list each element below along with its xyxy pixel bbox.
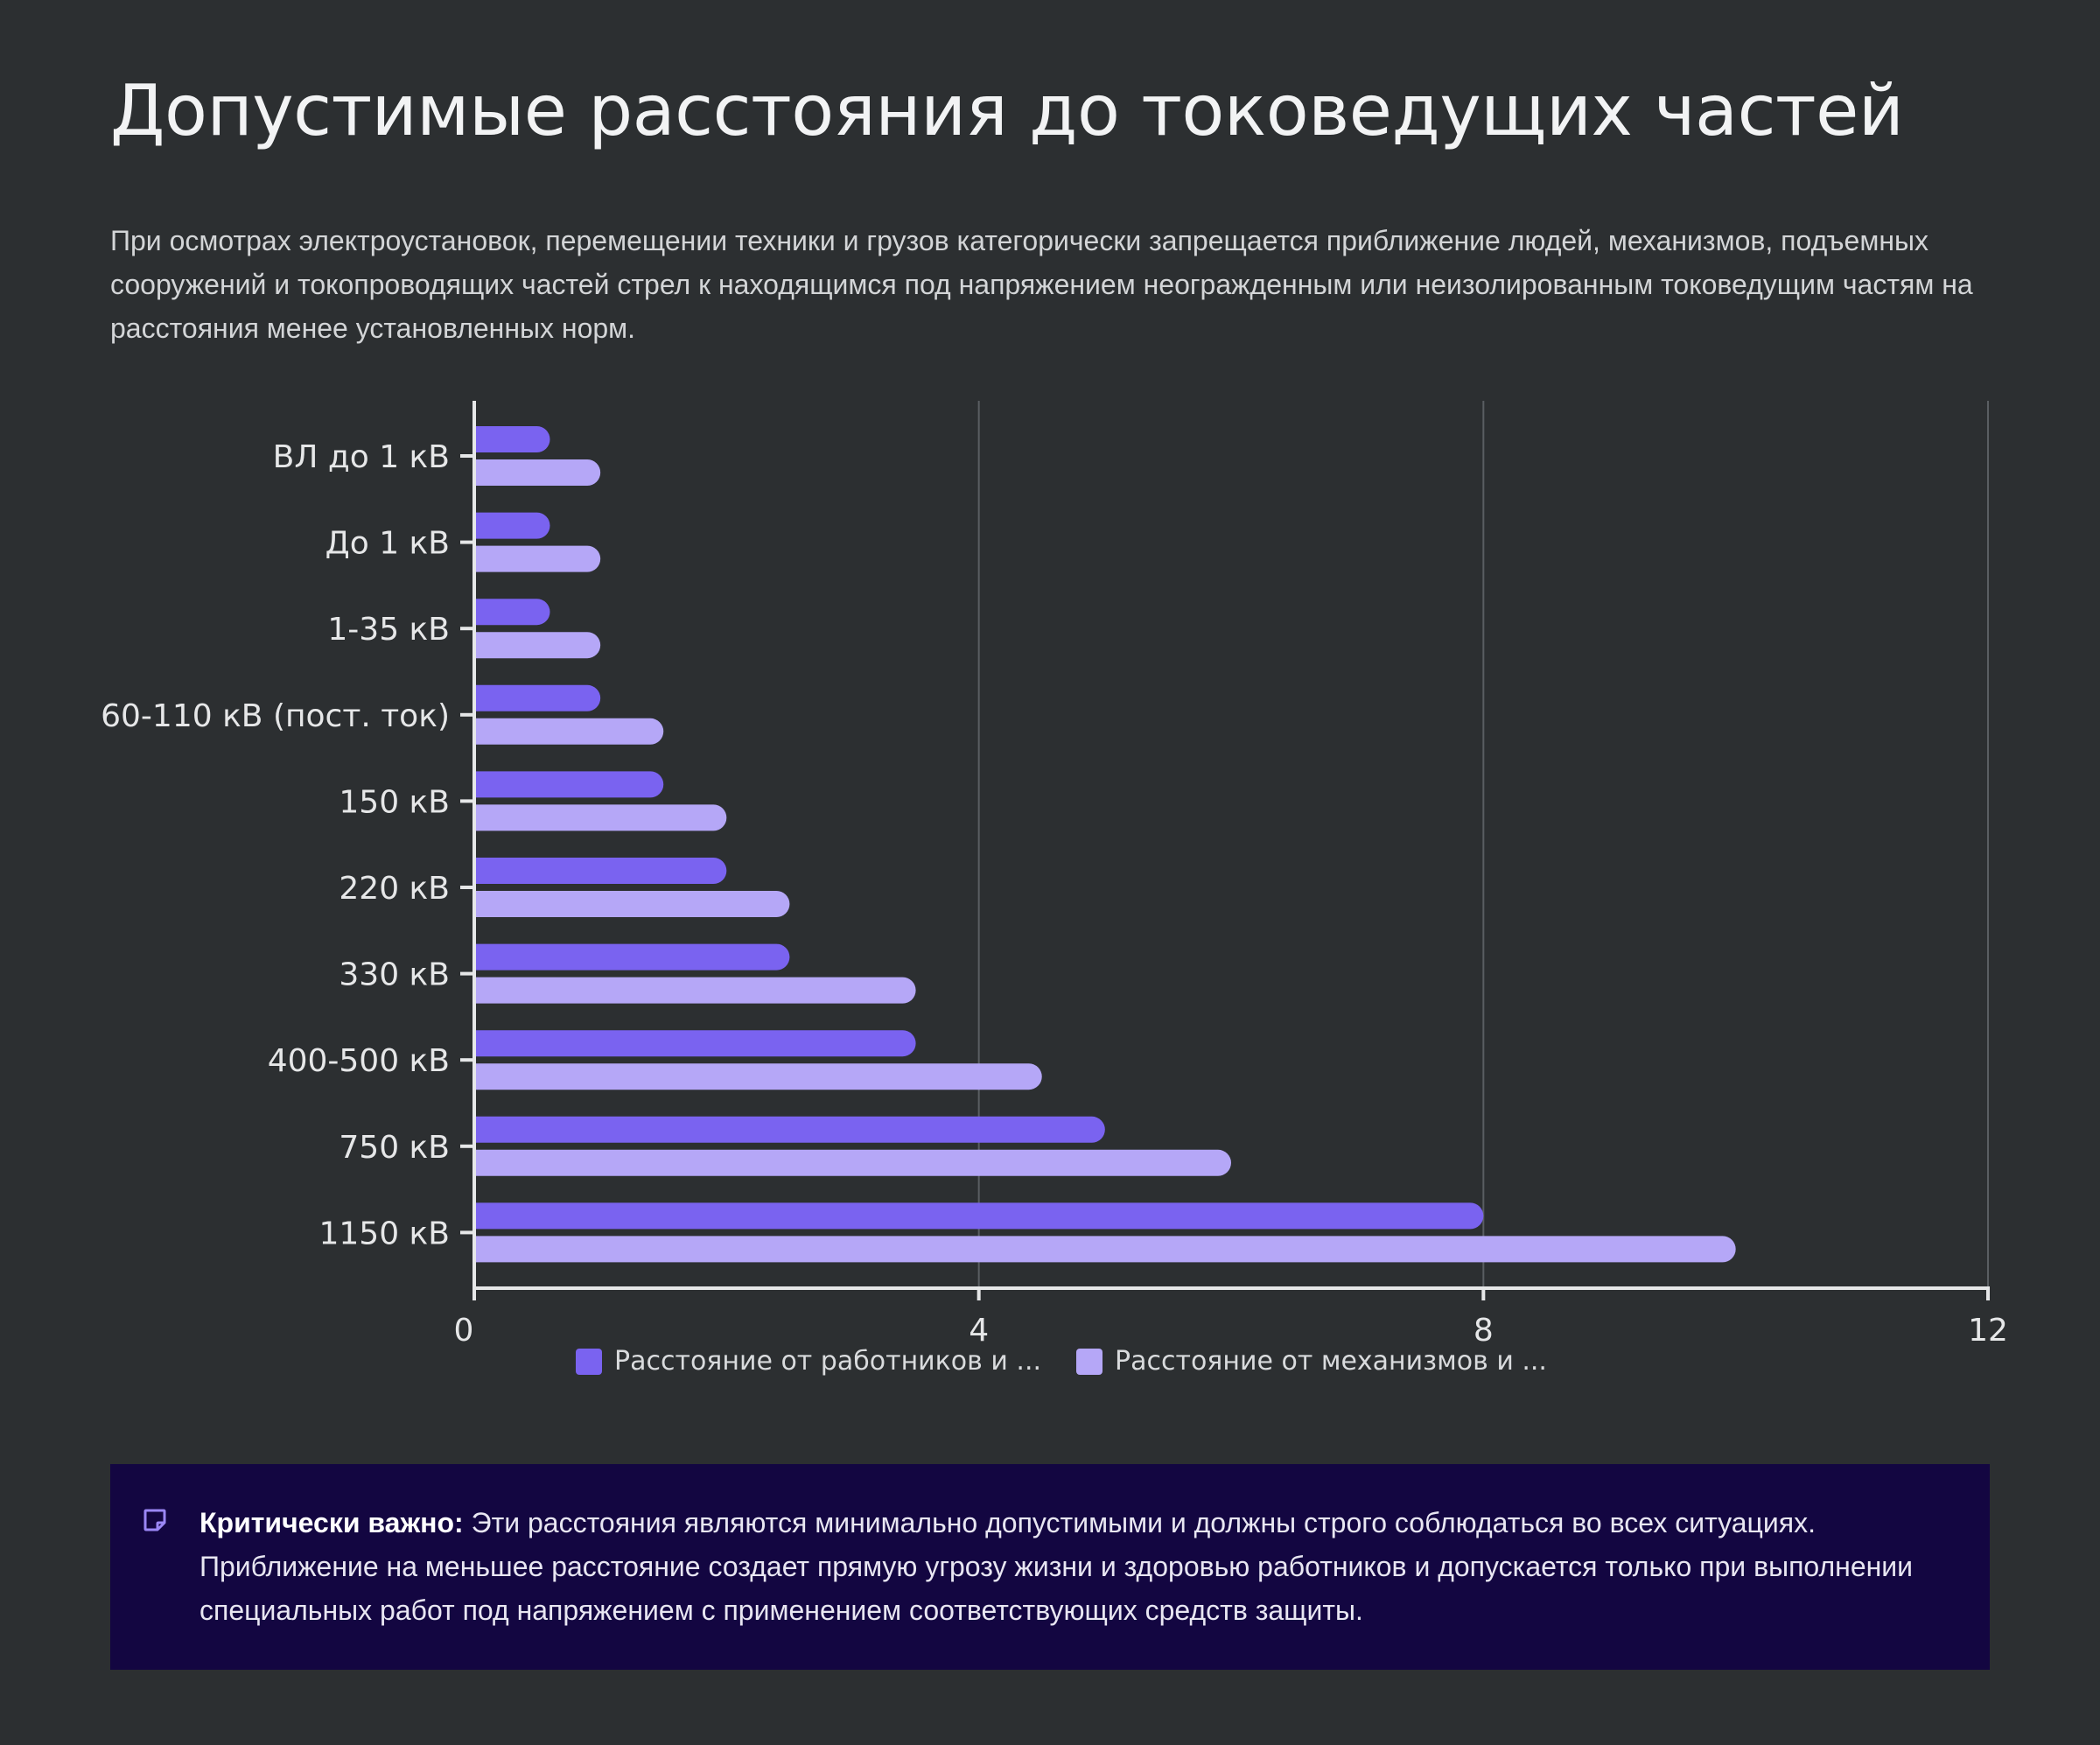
y-tick-label: 60-110 кВ (пост. ток)	[101, 698, 450, 734]
y-tick-label: 750 кВ	[339, 1130, 450, 1166]
bar-workers[interactable]	[461, 1202, 1484, 1230]
bar-mechanisms[interactable]	[461, 1149, 1231, 1176]
y-tick-label: 1150 кВ	[318, 1216, 450, 1251]
tick-labels: 0 4 8 12 ВЛ до 1 кВ До 1 кВ 1-35 кВ 60-110 кВ (…	[101, 439, 2008, 1349]
x-tick-label: 4	[969, 1313, 989, 1349]
legend-item-workers[interactable]: Расстояние от работников и ...	[576, 1346, 1041, 1377]
y-tick-label: 150 кВ	[339, 784, 450, 820]
bar-mechanisms[interactable]	[461, 545, 601, 572]
bar-workers[interactable]	[461, 1030, 916, 1057]
axes	[460, 401, 1990, 1300]
legend-item-mechanisms[interactable]: Расстояние от механизмов и ...	[1076, 1346, 1547, 1377]
bar-chart: 0 4 8 12 ВЛ до 1 кВ До 1 кВ 1-35 кВ 60-110 кВ (…	[101, 401, 2008, 1349]
callout-text: Эти расстояния являются минимально допус…	[200, 1507, 1914, 1626]
bar-workers[interactable]	[461, 599, 550, 626]
bar-mechanisms[interactable]	[461, 459, 601, 486]
y-tick-label: 1-35 кВ	[327, 612, 450, 648]
critical-callout: Критически важно: Эти расстояния являютс…	[110, 1464, 1990, 1670]
axis-mask	[448, 401, 472, 1288]
callout-label: Критически важно:	[200, 1507, 464, 1538]
y-tick-label: 220 кВ	[339, 871, 450, 907]
note-icon	[144, 1509, 166, 1531]
page-title: Допустимые расстояния до токоведущих час…	[110, 70, 1904, 151]
bar-mechanisms[interactable]	[461, 632, 601, 659]
intro-text: При осмотрах электроустановок, перемещен…	[110, 225, 1973, 344]
bar-workers[interactable]	[461, 771, 664, 798]
y-tick-label: ВЛ до 1 кВ	[273, 439, 450, 475]
bar-workers[interactable]	[461, 512, 550, 539]
legend-label-mechanisms: Расстояние от механизмов и ...	[1115, 1346, 1547, 1377]
legend-swatch-workers	[576, 1348, 602, 1375]
bar-workers[interactable]	[461, 858, 727, 884]
bar-mechanisms[interactable]	[461, 891, 790, 917]
bar-mechanisms[interactable]	[461, 977, 916, 1004]
bar-mechanisms[interactable]	[461, 804, 727, 831]
bar-workers[interactable]	[461, 426, 550, 452]
x-tick-label: 0	[454, 1313, 474, 1349]
bar-mechanisms[interactable]	[461, 1063, 1042, 1090]
bar-workers[interactable]	[461, 943, 790, 971]
bars	[448, 401, 1736, 1288]
x-tick-label: 8	[1474, 1313, 1494, 1349]
y-tick-label: До 1 кВ	[326, 526, 450, 562]
chart-legend: Расстояние от работников и ... Расстояни…	[576, 1346, 1547, 1377]
bar-workers[interactable]	[461, 684, 601, 711]
legend-swatch-mechanisms	[1076, 1348, 1103, 1375]
y-tick-label: 330 кВ	[339, 957, 450, 993]
x-tick-label: 12	[1968, 1313, 2008, 1349]
bar-mechanisms[interactable]	[461, 718, 664, 745]
y-tick-label: 400-500 кВ	[268, 1043, 450, 1079]
bar-mechanisms[interactable]	[461, 1236, 1736, 1263]
legend-label-workers: Расстояние от работников и ...	[614, 1346, 1042, 1377]
bar-workers[interactable]	[461, 1116, 1105, 1143]
